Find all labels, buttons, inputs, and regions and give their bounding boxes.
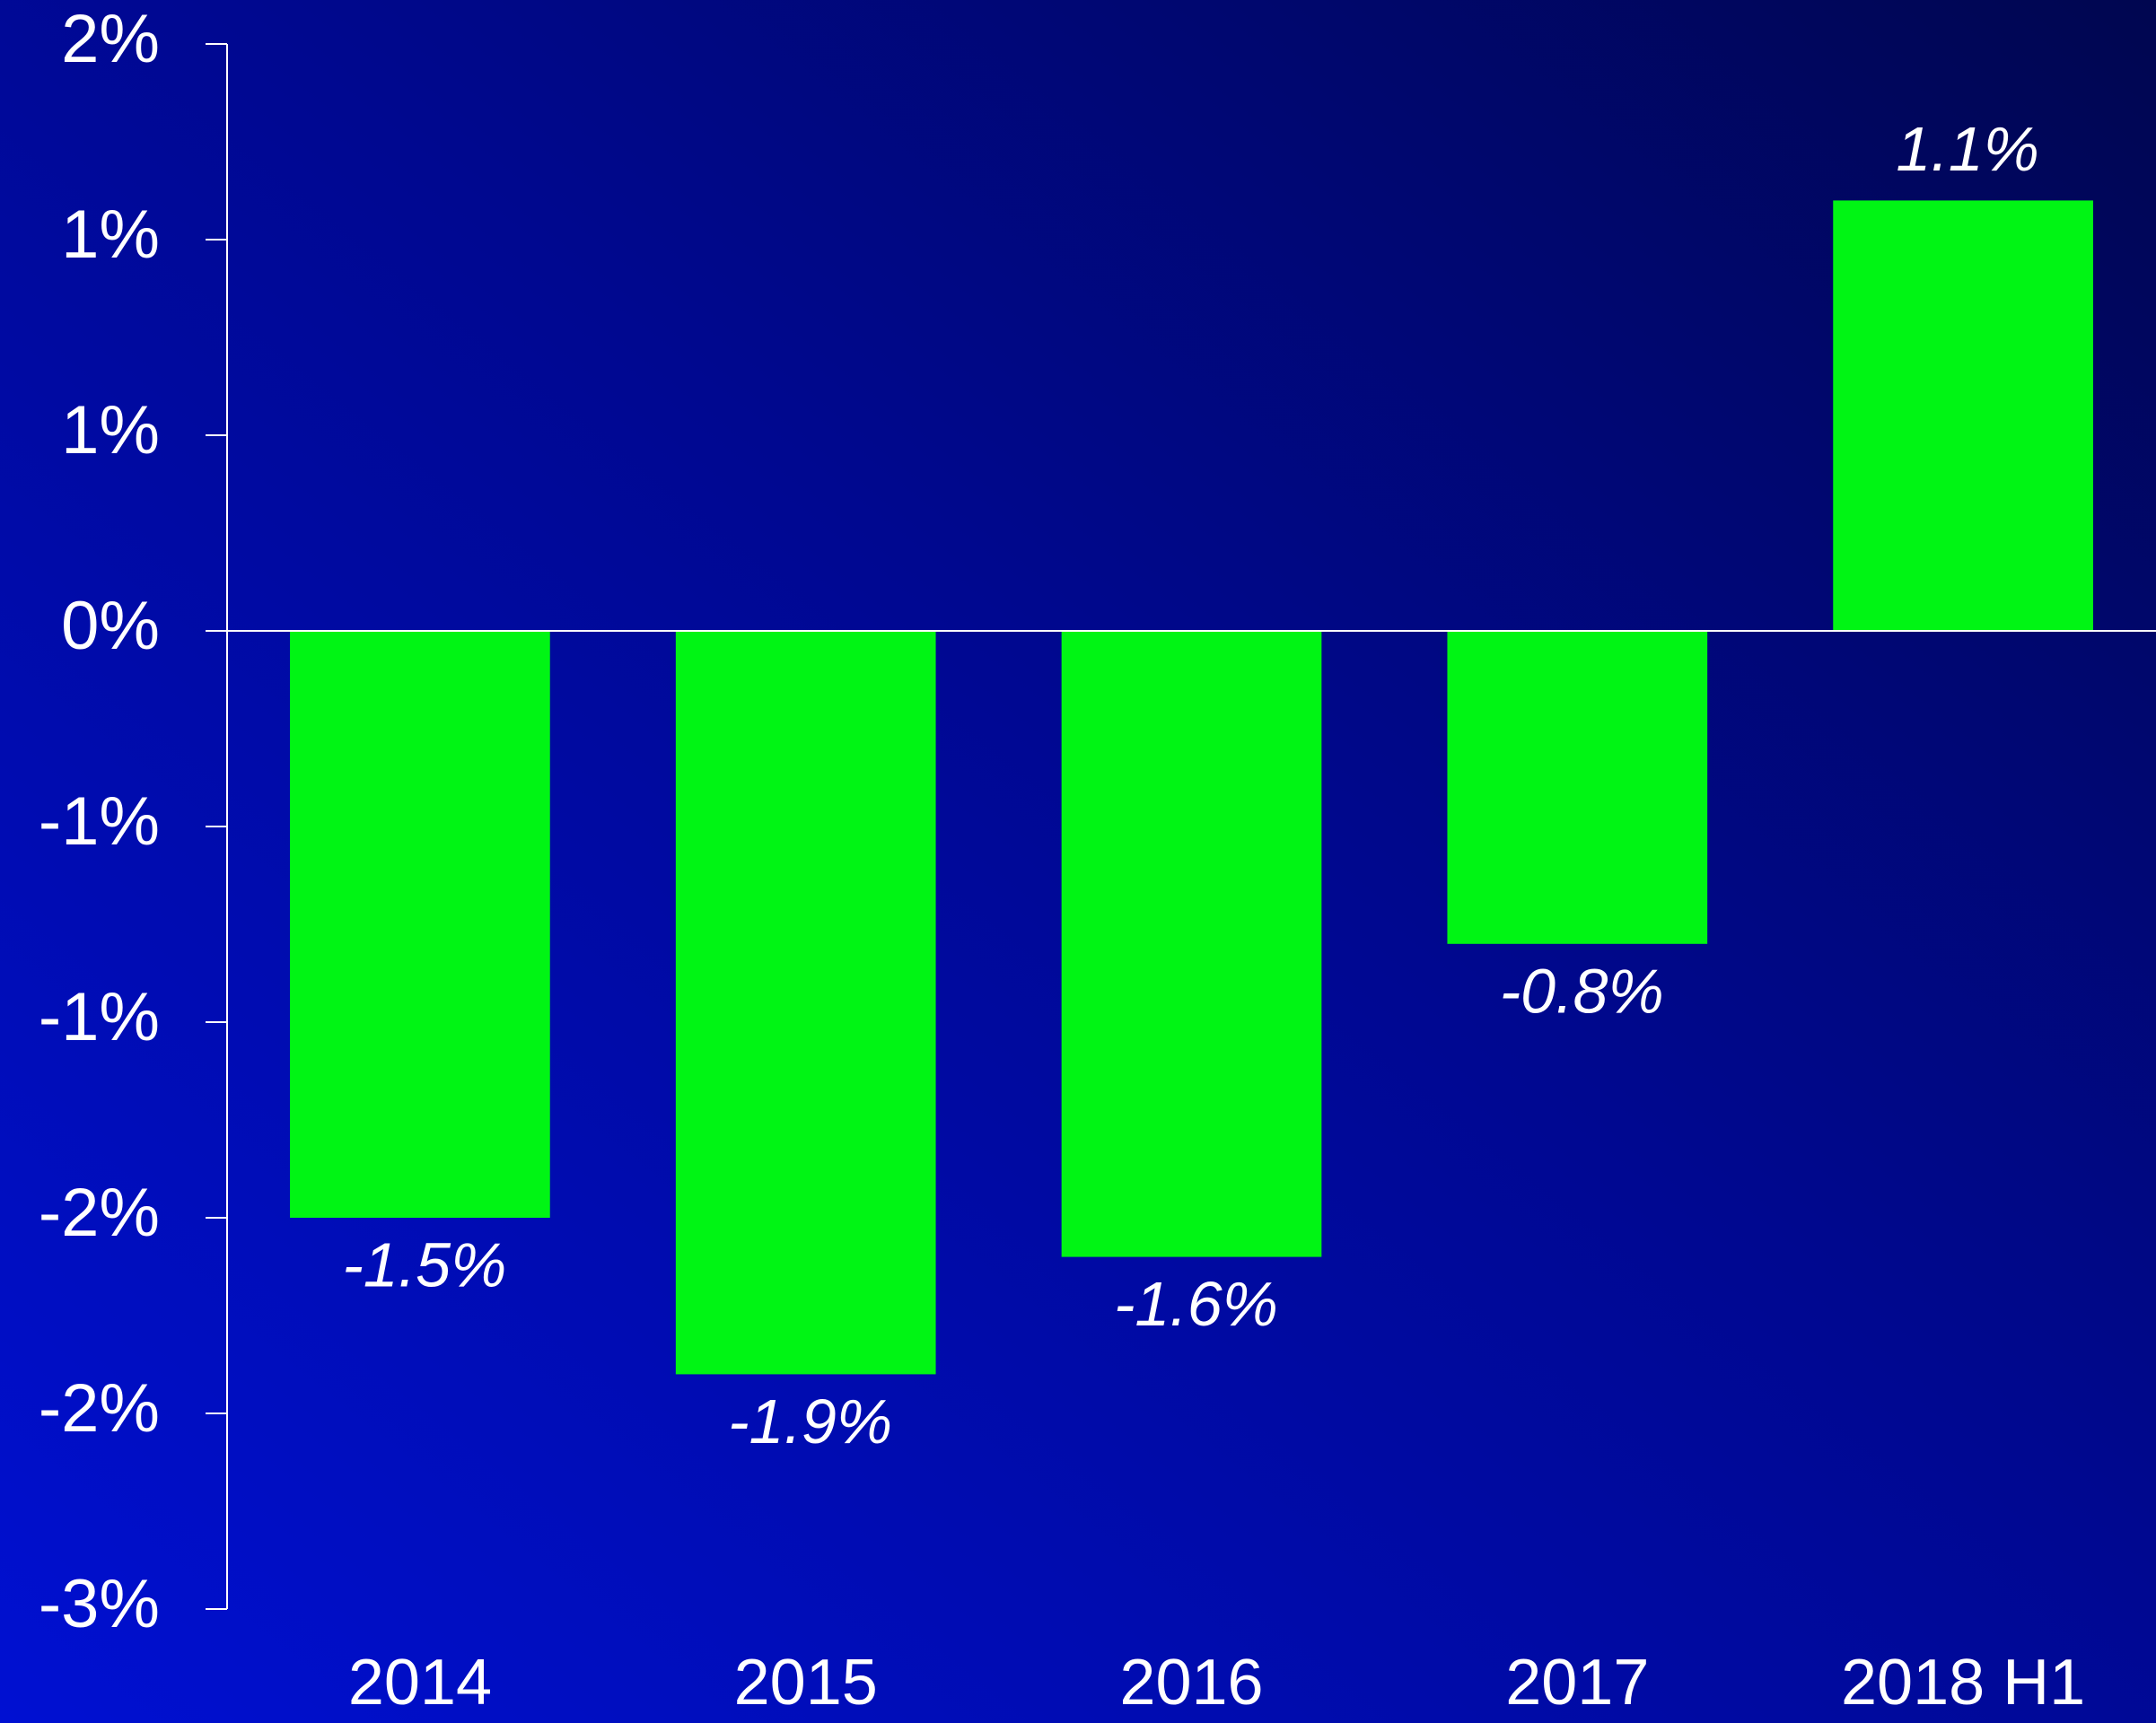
bar (1061, 631, 1322, 1257)
value-label: 1.1% (1896, 114, 2039, 184)
y-tick-label: -3% (39, 1566, 160, 1642)
y-tick-label: -1% (39, 979, 160, 1055)
value-label: -1.6% (1114, 1269, 1278, 1339)
y-tick-label: 1% (61, 197, 160, 273)
y-tick-label: 2% (61, 1, 160, 77)
y-tick-label: -1% (39, 783, 160, 860)
y-tick-label: 0% (61, 588, 160, 664)
bar (1833, 200, 2093, 631)
y-tick-label: -2% (39, 1175, 160, 1251)
y-tick-label: -2% (39, 1370, 160, 1447)
bar (290, 631, 550, 1218)
x-tick-label: 2015 (734, 1647, 878, 1719)
x-tick-label: 2016 (1119, 1647, 1263, 1719)
value-label: -1.9% (728, 1386, 892, 1456)
x-tick-label: 2014 (348, 1647, 492, 1719)
value-label: -0.8% (1500, 956, 1664, 1026)
bar (1447, 631, 1708, 944)
value-label: -1.5% (342, 1229, 506, 1299)
y-tick-label: 1% (61, 392, 160, 468)
x-tick-label: 2018 H1 (1841, 1647, 2085, 1719)
bar (675, 631, 936, 1375)
x-tick-label: 2017 (1505, 1647, 1649, 1719)
